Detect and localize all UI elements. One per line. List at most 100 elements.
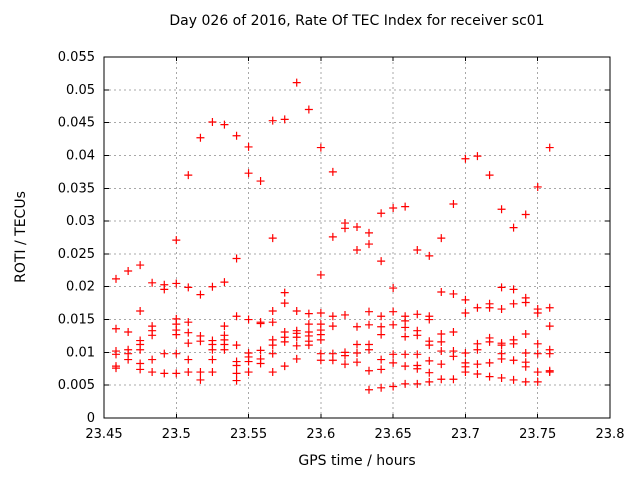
data-point-marker [208, 368, 217, 377]
data-point-marker [497, 341, 506, 350]
x-tick-label: 23.6 [306, 427, 335, 442]
data-point-marker [148, 331, 157, 340]
data-point-marker [280, 288, 289, 297]
data-point-marker [160, 285, 169, 294]
y-tick-label: 0.02 [66, 280, 95, 295]
data-point-marker [111, 364, 120, 373]
data-point-marker [184, 283, 193, 292]
data-point-marker [328, 232, 337, 241]
data-point-marker [377, 383, 386, 392]
data-point-marker [208, 282, 217, 291]
data-point-marker [497, 205, 506, 214]
data-point-marker [268, 318, 277, 327]
data-point-marker [316, 356, 325, 365]
data-point-marker [268, 368, 277, 377]
data-point-marker [364, 240, 373, 249]
data-point-marker [413, 310, 422, 319]
data-point-marker [172, 369, 181, 378]
data-point-marker [449, 328, 458, 337]
data-point-marker [232, 312, 241, 321]
data-point-marker [377, 312, 386, 321]
data-point-marker [425, 368, 434, 377]
data-point-marker [232, 361, 241, 370]
data-point-marker [521, 298, 530, 307]
data-point-marker [521, 362, 530, 371]
y-tick-label: 0.015 [58, 313, 95, 328]
data-point-marker [341, 351, 350, 360]
data-point-marker [389, 358, 398, 367]
data-point-marker [545, 349, 554, 358]
data-point-marker [545, 143, 554, 152]
data-point-marker [148, 278, 157, 287]
data-point-marker [497, 373, 506, 382]
data-point-marker [196, 375, 205, 384]
data-point-marker [353, 358, 361, 367]
data-point-marker [244, 169, 253, 178]
data-point-marker [485, 171, 494, 180]
data-point-marker [184, 171, 193, 180]
data-point-marker [533, 308, 542, 317]
data-point-marker [509, 356, 518, 365]
data-point-marker [316, 335, 325, 344]
data-point-marker [256, 319, 265, 328]
x-tick-label: 23.5 [162, 427, 191, 442]
data-point-marker [136, 261, 145, 270]
data-point-marker [449, 375, 458, 384]
data-point-marker [268, 349, 277, 358]
data-point-marker [364, 228, 373, 237]
data-point-marker [341, 310, 350, 319]
data-point-marker [316, 270, 325, 279]
data-point-marker [232, 376, 241, 385]
data-point-marker [268, 116, 277, 125]
data-point-marker [184, 368, 193, 377]
chart-title: Day 026 of 2016, Rate Of TEC Index for r… [169, 13, 545, 29]
data-point-marker [172, 236, 181, 245]
data-point-marker [461, 308, 470, 317]
data-point-marker [509, 223, 518, 232]
data-point-marker [328, 356, 337, 365]
data-point-marker [437, 360, 446, 369]
data-point-marker [473, 303, 482, 312]
data-point-marker [425, 377, 434, 386]
data-point-marker [244, 142, 253, 151]
y-tick-label: 0.04 [66, 148, 95, 163]
data-point-marker [353, 245, 361, 254]
data-point-marker [111, 274, 120, 283]
y-tick-label: 0.055 [58, 50, 95, 65]
data-point-marker [461, 295, 470, 304]
data-point-marker [256, 359, 265, 368]
data-point-marker [341, 360, 350, 369]
data-point-marker [256, 177, 265, 186]
data-point-marker [172, 349, 181, 358]
data-point-marker [208, 355, 217, 364]
data-point-marker [316, 143, 325, 152]
data-point-marker [232, 341, 241, 350]
data-point-marker [533, 377, 542, 386]
data-point-marker [377, 365, 386, 374]
data-point-marker [232, 369, 241, 378]
plot-frame [103, 56, 611, 419]
data-point-marker [437, 337, 446, 346]
data-point-marker [111, 350, 120, 359]
data-point-marker [328, 167, 337, 176]
data-point-marker [268, 234, 277, 243]
data-point-marker [401, 362, 410, 371]
data-point-marker [533, 339, 542, 348]
data-point-marker [461, 368, 470, 377]
data-point-marker [509, 339, 518, 348]
data-point-marker [280, 362, 289, 371]
data-point-marker [148, 368, 157, 377]
data-point-marker [220, 345, 229, 354]
y-tick-label: 0.01 [66, 345, 95, 360]
data-point-marker [401, 350, 410, 359]
data-point-marker [184, 318, 193, 327]
data-point-marker [341, 224, 350, 233]
data-point-marker [425, 341, 434, 350]
data-point-marker [473, 345, 482, 354]
data-point-marker [364, 320, 373, 329]
data-point-marker [196, 290, 205, 299]
data-point-marker [292, 333, 301, 342]
data-point-marker [172, 330, 181, 339]
x-tick-label: 23.45 [85, 427, 122, 442]
